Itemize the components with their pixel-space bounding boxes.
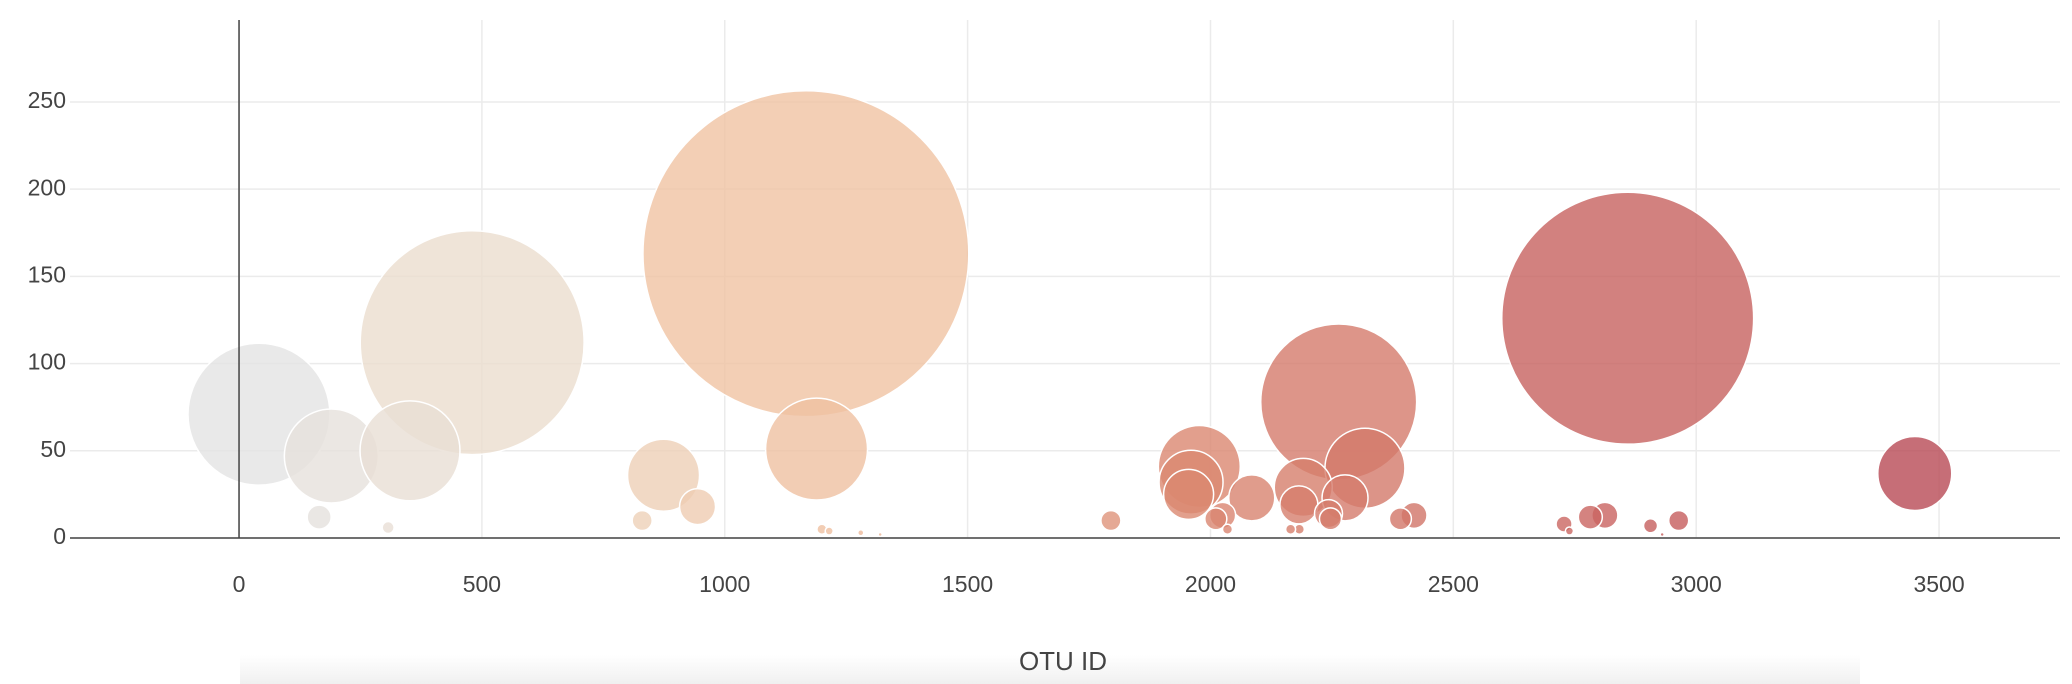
bubble bbox=[1388, 507, 1413, 531]
bubble bbox=[1221, 523, 1234, 536]
bubble bbox=[1564, 526, 1575, 536]
plot-area bbox=[187, 90, 1953, 538]
x-tick-label: 1500 bbox=[942, 571, 993, 597]
y-tick-label: 150 bbox=[28, 261, 66, 287]
bubble bbox=[1100, 509, 1122, 532]
bubble bbox=[626, 438, 701, 512]
bubble bbox=[1318, 507, 1343, 531]
bubble bbox=[359, 400, 461, 502]
bubble bbox=[678, 487, 717, 526]
bubble bbox=[1204, 507, 1228, 531]
bubble bbox=[642, 90, 970, 418]
bubble bbox=[631, 509, 653, 532]
bubble bbox=[359, 229, 585, 456]
x-tick-label: 3500 bbox=[1913, 571, 1964, 597]
footer-shadow bbox=[240, 655, 1860, 684]
bubble bbox=[877, 531, 883, 538]
bubble bbox=[1162, 468, 1215, 521]
x-tick-label: 0 bbox=[233, 571, 246, 597]
bubble bbox=[1659, 531, 1665, 538]
bubble bbox=[381, 520, 395, 535]
bubble bbox=[1279, 485, 1319, 525]
x-axis-title: OTU ID bbox=[1019, 646, 1107, 676]
y-tick-label: 0 bbox=[53, 523, 66, 549]
y-tick-label: 50 bbox=[40, 436, 66, 462]
bubble bbox=[306, 504, 332, 530]
y-tick-label: 100 bbox=[28, 349, 66, 375]
bubble bbox=[1501, 191, 1755, 445]
bubble bbox=[1877, 435, 1953, 512]
x-tick-label: 1000 bbox=[699, 571, 750, 597]
x-tick-label: 2500 bbox=[1428, 571, 1479, 597]
bubble bbox=[1667, 509, 1690, 532]
bubble bbox=[764, 397, 869, 501]
bubble bbox=[1642, 518, 1659, 534]
x-tick-label: 500 bbox=[463, 571, 501, 597]
bubble bbox=[857, 529, 865, 537]
bubble bbox=[1228, 474, 1276, 522]
bubble bbox=[1577, 504, 1604, 530]
bubble bbox=[824, 526, 834, 536]
y-tick-label: 200 bbox=[28, 174, 66, 200]
y-tick-label: 250 bbox=[28, 87, 66, 113]
bubble bbox=[1284, 523, 1297, 536]
x-tick-label: 3000 bbox=[1671, 571, 1722, 597]
x-tick-label: 2000 bbox=[1185, 571, 1236, 597]
